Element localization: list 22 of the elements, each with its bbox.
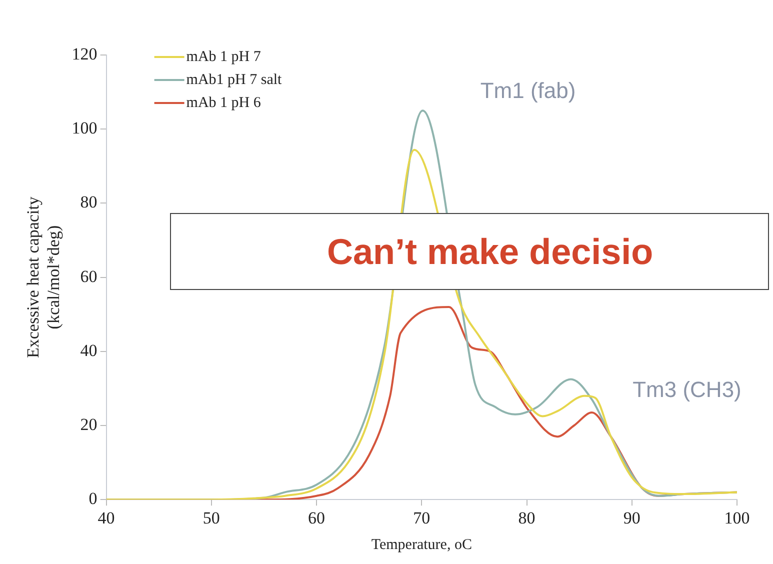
x-tick-label: 40 <box>98 508 115 528</box>
x-tick-label: 100 <box>724 508 750 528</box>
legend-label: mAb 1 pH 6 <box>186 94 262 111</box>
x-tick-label: 50 <box>202 508 220 528</box>
y-tick-label: 100 <box>72 118 98 138</box>
y-tick-label: 20 <box>80 414 98 434</box>
x-axis-title: Temperature, oC <box>371 536 472 553</box>
legend-label: mAb 1 pH 7 <box>186 48 262 65</box>
x-tick-label: 70 <box>413 508 430 528</box>
y-tick-label: 60 <box>80 266 98 286</box>
annotation: Tm3 (CH3) <box>632 377 742 402</box>
x-tick-label: 80 <box>518 508 536 528</box>
x-tick-label: 60 <box>308 508 326 528</box>
y-tick-label: 0 <box>88 489 98 508</box>
y-tick-label: 40 <box>80 340 98 360</box>
annotation: Tm1 (fab) <box>480 78 576 104</box>
y-tick-label: 120 <box>72 44 98 64</box>
annotation: Can’t make decisio <box>327 231 654 272</box>
legend-label: mAb1 pH 7 salt <box>186 72 283 88</box>
y-tick-label: 80 <box>80 192 98 212</box>
y-axis-title: Excessive heat capacity (kcal/mol*deg) <box>24 196 64 358</box>
x-tick-label: 90 <box>623 508 640 528</box>
